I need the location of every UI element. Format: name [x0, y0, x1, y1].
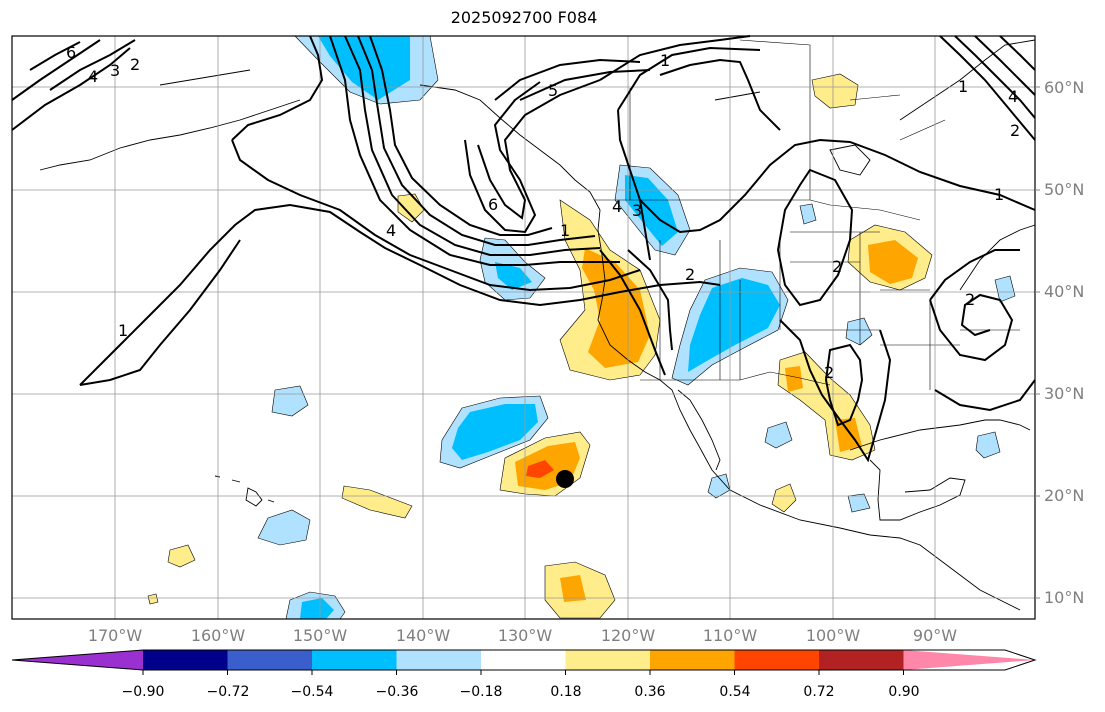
shade-orange-tropic	[560, 575, 586, 602]
colorbar-extend-high	[903, 650, 1035, 670]
contour-label: 3	[632, 201, 642, 220]
colorbar-tick-label: 0.72	[803, 684, 835, 700]
contour-label: 1	[958, 77, 968, 96]
lat-label: 30°N	[1044, 384, 1085, 403]
lat-label: 10°N	[1044, 588, 1085, 607]
colorbar-tick-label: −0.72	[206, 684, 250, 700]
shade-cyan-gulf-alaska	[318, 36, 410, 100]
contour-label: 1	[118, 321, 128, 340]
colorbar-tick-label: 0.90	[888, 684, 920, 700]
contour-label: 2	[824, 363, 834, 382]
contour-label: 1	[660, 51, 670, 70]
shade-cyan-pnw	[495, 262, 532, 290]
contour-label: 6	[66, 43, 76, 62]
colorbar-tick-label: −0.90	[121, 684, 165, 700]
lon-label: 100°W	[805, 626, 861, 645]
lon-label: 170°W	[87, 626, 143, 645]
black-dot-marker	[556, 470, 574, 488]
colorbar-segment	[819, 650, 904, 670]
lon-label: 130°W	[497, 626, 553, 645]
shade-yellow-alberta	[811, 73, 859, 109]
shade-yellow-hawaii-east	[341, 485, 413, 519]
gridlines	[12, 36, 1035, 619]
shade-blue-small-1	[799, 203, 817, 225]
shade-blue-small-5	[847, 493, 871, 513]
contours	[11, 35, 1036, 463]
colorbar-tick-label: 0.36	[634, 684, 666, 700]
colorbar	[11, 649, 1037, 675]
axis-ticks	[1035, 86, 1040, 599]
colorbar-segment	[396, 650, 482, 670]
shade-blue-small-2	[845, 317, 873, 346]
lat-label: 50°N	[1044, 180, 1085, 199]
shade-orange-ca	[582, 248, 650, 368]
contour-labels: 6 4 3 2 1 5 6 4 1 4 3 2 2 2 1 2 1 4 2 1	[66, 43, 1020, 382]
colorbar-segment	[565, 650, 651, 670]
lon-label: 160°W	[190, 626, 246, 645]
shade-cyan-south	[300, 598, 334, 619]
lon-label: 110°W	[702, 626, 758, 645]
lon-label: 120°W	[600, 626, 656, 645]
shade-blue-small-3	[764, 421, 793, 449]
shade-blue-hawaii	[257, 509, 311, 546]
shade-blue-small-4	[707, 473, 731, 499]
colorbar-extend-low	[12, 650, 143, 670]
shade-blue-30n	[271, 385, 309, 417]
map-frame	[11, 35, 1036, 620]
colorbar-segment	[143, 650, 228, 670]
contour-label: 2	[130, 55, 140, 74]
shade-orange-texas-b	[835, 418, 862, 452]
colorbar-segment	[227, 650, 313, 670]
contour-label: 4	[612, 197, 622, 216]
contour-label: 2	[685, 265, 695, 284]
shade-yellow-small-3	[147, 593, 159, 605]
lat-label: 60°N	[1044, 78, 1085, 97]
shade-blue-small-6	[975, 431, 1001, 459]
shade-cyan-southwest	[688, 278, 780, 372]
lon-label: 90°W	[912, 626, 958, 645]
contour-label: 1	[994, 185, 1004, 204]
shade-orange-texas-a	[785, 366, 803, 392]
contour-label: 3	[110, 61, 120, 80]
colorbar-segment	[312, 650, 397, 670]
contour-label: 4	[88, 67, 98, 86]
shade-red-subtrop	[526, 460, 554, 478]
shade-blue-small-7	[994, 275, 1016, 303]
shade-cyan-subtrop	[452, 404, 538, 460]
contour-label: 2	[832, 257, 842, 276]
map-title: 2025092700 F084	[450, 8, 598, 27]
contour-label: 5	[548, 81, 558, 100]
contour-label: 6	[488, 195, 498, 214]
contour-label: 4	[1008, 87, 1018, 106]
colorbar-tick-label: 0.54	[719, 684, 751, 700]
shade-yellow-small-2	[771, 483, 797, 513]
contour-label: 1	[560, 221, 570, 240]
colorbar-tick-label: −0.36	[375, 684, 419, 700]
contour-label: 4	[386, 221, 396, 240]
colorbar-segment	[734, 650, 820, 670]
colorbar-segment	[650, 650, 735, 670]
colorbar-tick-label: 0.18	[550, 684, 582, 700]
colorbar-tick-label: −0.18	[459, 684, 503, 700]
colorbar-tick-label: −0.54	[290, 684, 334, 700]
lon-label: 150°W	[292, 626, 348, 645]
contour-label: 2	[965, 290, 975, 309]
shade-yellow-hawaii-west	[167, 544, 196, 568]
shade-orange-midwest	[868, 240, 918, 284]
lat-label: 40°N	[1044, 282, 1085, 301]
colorbar-segment	[481, 650, 566, 670]
contour-label: 2	[1010, 121, 1020, 140]
lat-label: 20°N	[1044, 486, 1085, 505]
lon-label: 140°W	[395, 626, 451, 645]
map-canvas: 6 4 3 2 1 5 6 4 1 4 3 2 2 2 1 2 1 4 2 1	[11, 35, 1040, 620]
